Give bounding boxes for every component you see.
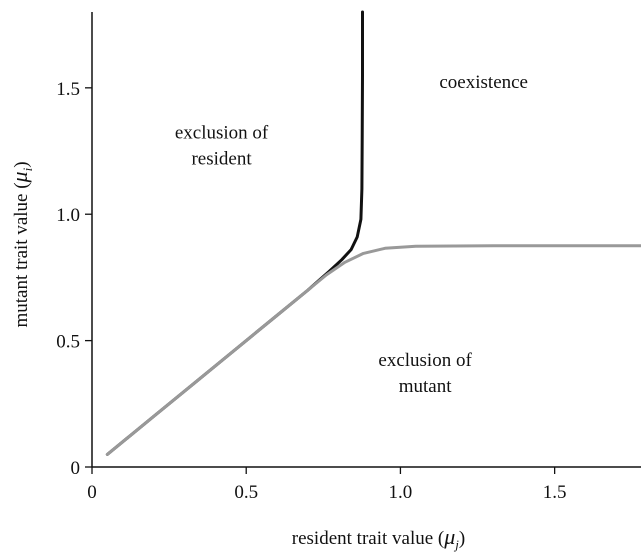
y-tick-label: 1.0	[56, 205, 80, 226]
region-annotation: exclusion of	[378, 350, 472, 371]
y-tick-label: 1.5	[56, 79, 80, 100]
region-annotation: exclusion of	[175, 122, 269, 143]
x-tick-label: 1.0	[389, 482, 413, 503]
series-line-black	[105, 10, 364, 456]
region-annotation: mutant	[399, 376, 452, 397]
x-axis-title: resident trait value (μj)	[292, 524, 465, 552]
y-tick-label: 0.5	[56, 332, 80, 353]
region-annotation: coexistence	[439, 72, 528, 93]
x-tick-label: 1.5	[543, 482, 567, 503]
series-line-grey	[105, 244, 641, 456]
y-tick-label: 0	[71, 458, 81, 479]
y-axis-title: mutant trait value (μi)	[7, 161, 35, 327]
region-annotation: resident	[191, 148, 252, 169]
x-tick-label: 0	[87, 482, 97, 503]
x-tick-label: 0.5	[234, 482, 258, 503]
